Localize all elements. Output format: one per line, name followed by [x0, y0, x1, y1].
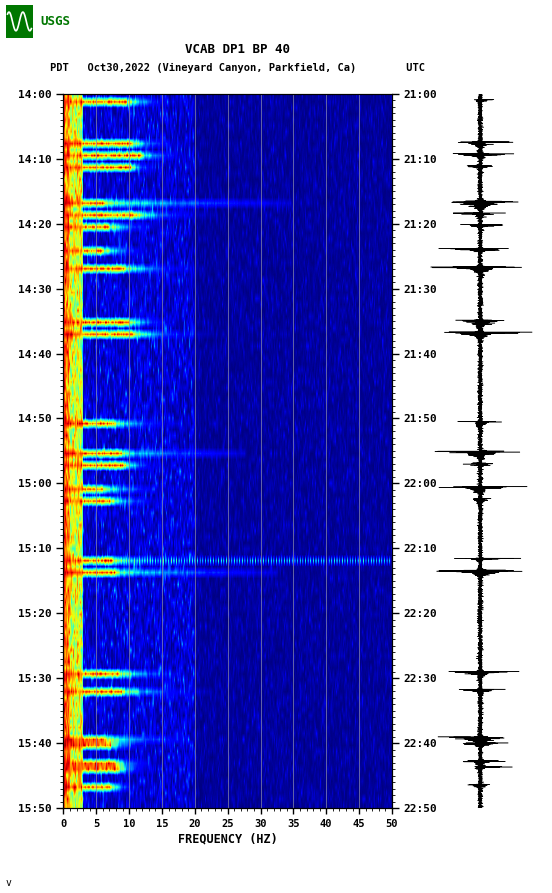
- FancyBboxPatch shape: [6, 4, 33, 38]
- Text: PDT   Oct30,2022 (Vineyard Canyon, Parkfield, Ca)        UTC: PDT Oct30,2022 (Vineyard Canyon, Parkfie…: [50, 63, 425, 73]
- Text: VCAB DP1 BP 40: VCAB DP1 BP 40: [185, 43, 290, 55]
- Text: v: v: [6, 878, 12, 888]
- Text: USGS: USGS: [40, 15, 70, 28]
- X-axis label: FREQUENCY (HZ): FREQUENCY (HZ): [178, 833, 278, 846]
